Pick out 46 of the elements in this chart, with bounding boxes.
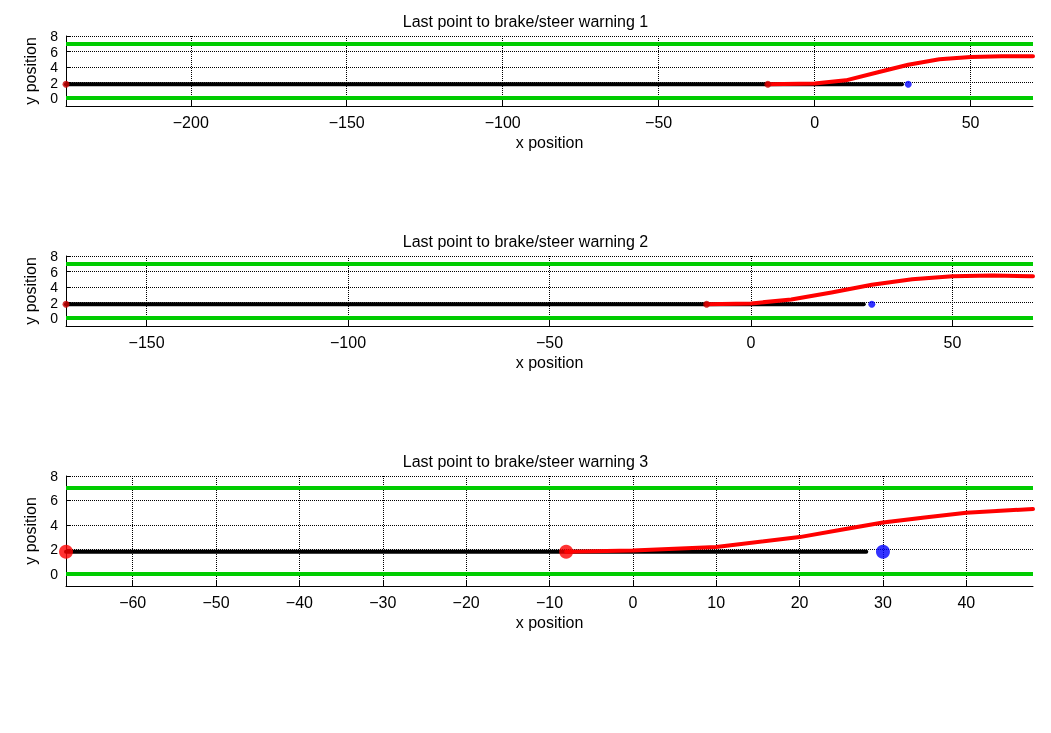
y-tick-label: 2 — [50, 294, 59, 311]
y-tick-label: 4 — [50, 59, 59, 76]
x-tick-label: −50 — [202, 593, 230, 611]
y-tick-label: 2 — [50, 74, 59, 91]
x-tick-label: 30 — [874, 593, 892, 611]
y-tick-label: 8 — [50, 28, 59, 44]
x-tick-label: 0 — [628, 593, 638, 611]
chart-title: Last point to brake/steer warning 3 — [402, 452, 649, 470]
y-tick-label: 6 — [50, 492, 59, 509]
x-tick-label: 40 — [957, 593, 976, 611]
x-tick-label: −50 — [645, 113, 673, 131]
x-axis-title: x position — [515, 353, 584, 371]
y-tick-label: 4 — [50, 516, 59, 533]
y-tick-label: 6 — [50, 43, 59, 60]
y-tick-label: 8 — [50, 468, 59, 484]
x-tick-label: 20 — [790, 593, 809, 611]
x-axis-title: x position — [515, 133, 584, 151]
x-tick-label: −20 — [452, 593, 480, 611]
y-tick-label: 0 — [50, 310, 59, 327]
y-tick-label: 6 — [50, 263, 59, 280]
chart-title: Last point to brake/steer warning 1 — [402, 12, 649, 30]
x-tick-label: 50 — [961, 113, 980, 131]
y-tick-label: 0 — [50, 90, 59, 107]
y-axis-title: y position — [21, 37, 39, 105]
x-tick-label: −150 — [328, 113, 365, 131]
y-tick-label: 4 — [50, 279, 59, 296]
x-tick-label: −100 — [484, 113, 521, 131]
x-tick-label: 50 — [943, 333, 962, 351]
y-axis-title: y position — [21, 257, 39, 325]
y-tick-label: 8 — [50, 248, 59, 264]
x-tick-label: 0 — [746, 333, 756, 351]
chart-title: Last point to brake/steer warning 2 — [402, 232, 649, 250]
x-tick-label: −40 — [285, 593, 314, 611]
y-tick-label: 2 — [50, 541, 59, 558]
y-tick-label: 0 — [50, 565, 59, 582]
x-tick-label: −30 — [369, 593, 397, 611]
x-tick-label: −150 — [128, 333, 165, 351]
x-tick-label: −10 — [535, 593, 564, 611]
y-axis-title: y position — [21, 497, 39, 565]
x-tick-label: 0 — [810, 113, 820, 131]
x-tick-label: 10 — [707, 593, 726, 611]
x-axis-title: x position — [515, 613, 584, 631]
x-tick-label: −200 — [172, 113, 209, 131]
x-tick-label: −60 — [119, 593, 147, 611]
x-tick-label: −50 — [535, 333, 564, 351]
x-tick-label: −100 — [330, 333, 367, 351]
